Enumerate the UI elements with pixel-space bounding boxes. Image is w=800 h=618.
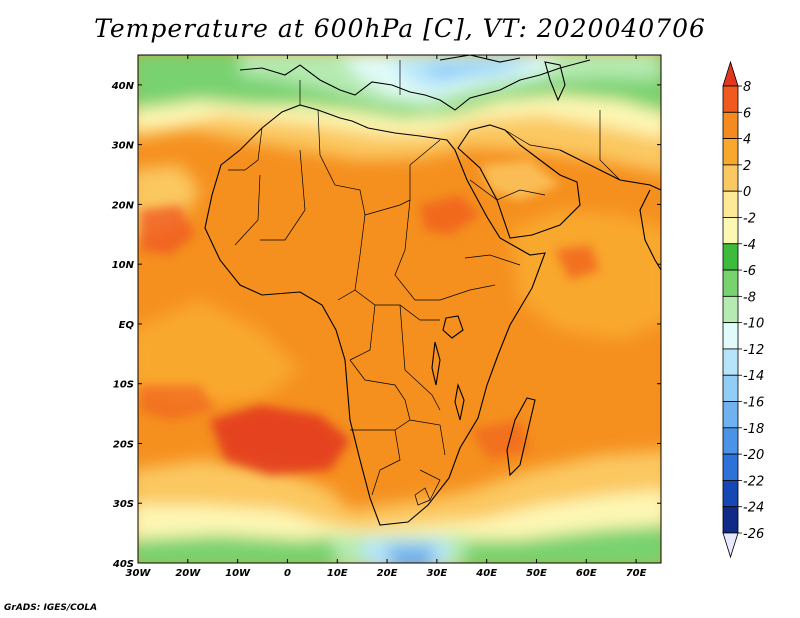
- colorbar-label: -22: [743, 474, 764, 489]
- colorbar-label: -12: [743, 343, 764, 358]
- colorbar-label: -2: [743, 211, 756, 226]
- lon-tick-label: 20W: [175, 568, 201, 579]
- colorbar-box: [722, 480, 739, 508]
- lat-tick-label: 30S: [113, 499, 134, 510]
- colorbar-label: 0: [743, 185, 751, 200]
- colorbar-label: -26: [743, 527, 764, 542]
- lat-tick-label: 40N: [111, 81, 135, 92]
- lat-tick-label: 40S: [112, 559, 134, 570]
- colorbar-box: [722, 322, 739, 350]
- colorbar-box: [722, 348, 739, 376]
- colorbar-label: -6: [743, 264, 756, 279]
- grads-credit: GrADS: IGES/COLA: [4, 603, 98, 613]
- colorbar-label: 2: [743, 159, 751, 174]
- lon-tick-label: 30E: [426, 568, 447, 579]
- colorbar-box: [722, 164, 739, 192]
- lon-tick-label: 60E: [576, 568, 597, 579]
- colorbar-label: -18: [743, 422, 764, 437]
- lat-tick-label: EQ: [119, 320, 135, 331]
- colorbar-label: 4: [743, 133, 751, 148]
- lon-tick-label: 10E: [327, 568, 348, 579]
- lon-tick-label: 50E: [526, 568, 547, 579]
- colorbar-label: -10: [743, 317, 764, 332]
- colorbar-bottom-triangle: [722, 532, 739, 559]
- lon-tick-label: 40E: [475, 568, 497, 579]
- colorbar-box: [722, 295, 739, 324]
- lon-tick-label: 10W: [225, 568, 251, 579]
- lon-tick-label: 30W: [126, 568, 152, 579]
- colorbar-box: [722, 190, 739, 218]
- map-title: Temperature at 600hPa [C], VT: 202004070…: [94, 14, 706, 43]
- country-borders: [228, 60, 621, 506]
- colorbar-label: 6: [743, 106, 751, 121]
- lon-tick-label: 20E: [377, 568, 398, 579]
- colorbar-box: [722, 269, 739, 297]
- map-frame: [137, 54, 662, 564]
- colorbar-box: [722, 401, 739, 429]
- colorbar-label: -24: [743, 501, 764, 516]
- colorbar-box: [722, 217, 739, 245]
- colorbar-box: [722, 85, 739, 113]
- colorbar-label: -16: [743, 396, 764, 411]
- lon-tick-label: 70E: [626, 568, 647, 579]
- temperature-field: [138, 55, 661, 563]
- lat-ticks: 40N 30N 20N 10N EQ 10S 20S 30S 40S: [111, 81, 661, 570]
- colorbar-box: [722, 243, 739, 271]
- colorbar-box: [722, 453, 739, 481]
- colorbar-label: -4: [743, 238, 756, 253]
- colorbar-label: -8: [743, 290, 756, 305]
- colorbar-label: -20: [743, 448, 764, 463]
- colorbar-box: [722, 111, 739, 139]
- coastlines: [204, 55, 661, 526]
- colorbar-box: [722, 374, 739, 402]
- colorbar-box: [722, 427, 739, 455]
- lon-ticks: 30W 20W 10W 0 10E 20E 30E 40E 50E 60E 70E: [126, 55, 647, 579]
- colorbar-box: [722, 506, 739, 534]
- lat-tick-label: 20N: [112, 200, 135, 211]
- lat-tick-label: 10N: [112, 260, 135, 271]
- lat-tick-label: 10S: [113, 380, 134, 391]
- lat-tick-label: 30N: [112, 141, 135, 152]
- colorbar-label: -14: [743, 369, 764, 384]
- colorbar-top-triangle: [722, 60, 739, 87]
- colorbar: 8 6 4 2 0 -2 -4 -6 -8 -10 -12 -14 -16 -18 -20 -22 -24 -26: [722, 60, 764, 559]
- colorbar-label: 8: [743, 80, 751, 95]
- colorbar-box: [722, 138, 739, 166]
- lat-tick-label: 20S: [113, 439, 134, 450]
- lon-tick-label: 0: [284, 568, 291, 579]
